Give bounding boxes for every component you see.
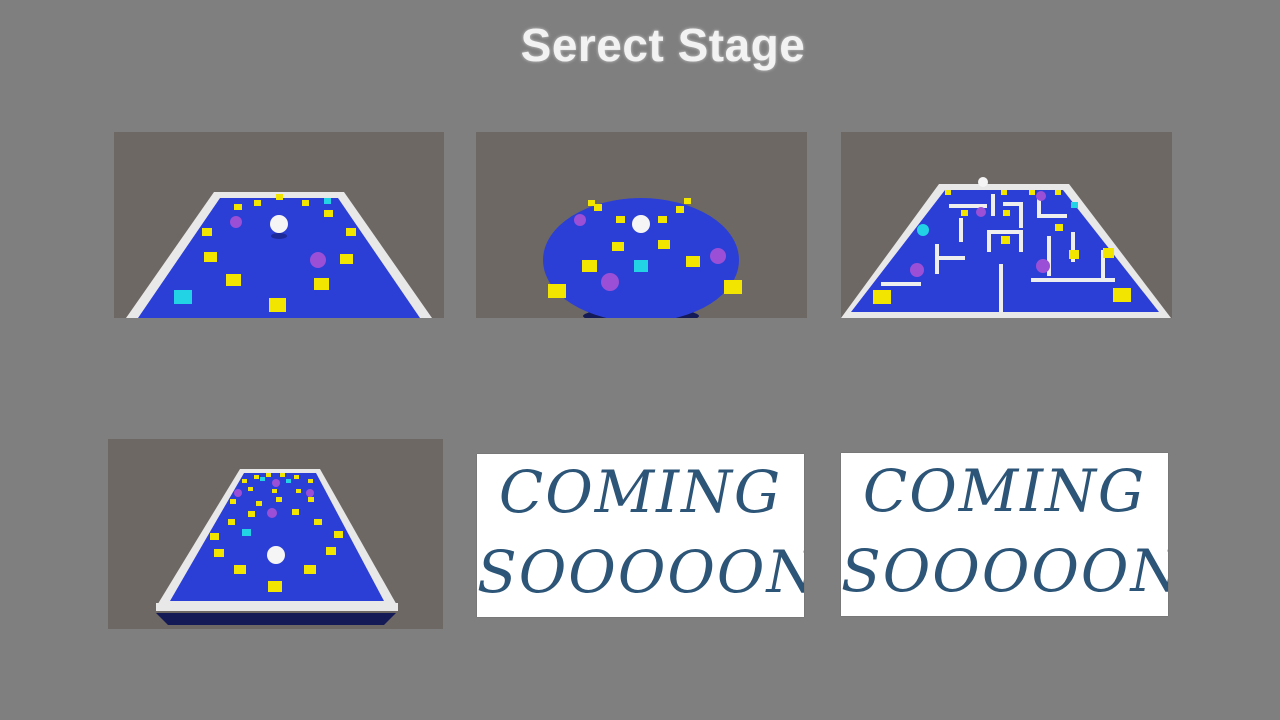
stage-6-coming-label: COMING (862, 457, 1147, 525)
stage-6-card[interactable]: COMING SOOOOON (841, 453, 1168, 616)
stage-4-preview (108, 439, 443, 629)
stage-3-card[interactable] (841, 132, 1172, 318)
stage-4-card[interactable] (108, 439, 443, 629)
stage-3-preview (841, 132, 1172, 318)
stage-2-preview (476, 132, 807, 318)
stage-5-soon-label: SOOOOON (477, 538, 804, 606)
stage-5-coming-label: COMING (498, 458, 783, 526)
stage-5-card[interactable]: COMING SOOOOON (477, 454, 804, 617)
page-title: Serect Stage (520, 19, 806, 71)
stage-2-card[interactable] (476, 132, 807, 318)
stage-1-preview (114, 132, 444, 318)
stage-1-card[interactable] (114, 132, 444, 318)
stage-6-soon-label: SOOOOON (841, 537, 1168, 605)
